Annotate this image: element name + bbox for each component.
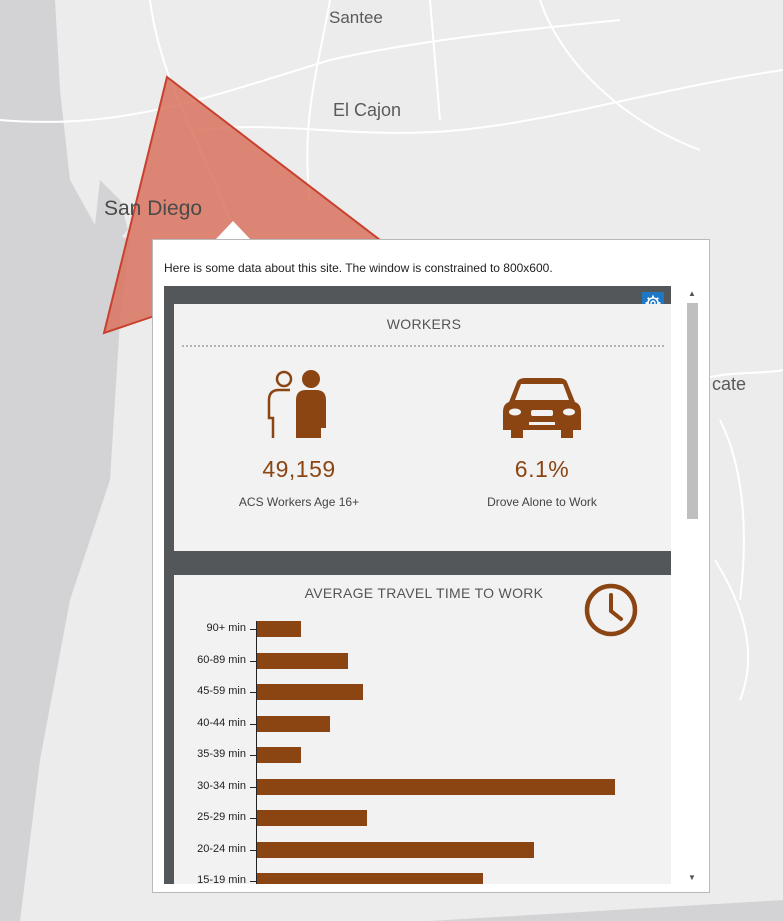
people-icon xyxy=(267,370,326,438)
popup-pointer xyxy=(215,221,251,240)
title-divider xyxy=(182,345,664,347)
bar xyxy=(257,841,535,858)
bar-label: 25-29 min xyxy=(197,811,246,823)
car-icon xyxy=(503,378,581,438)
workers-title: WORKERS xyxy=(386,316,462,332)
bar-label: 15-19 min xyxy=(197,874,246,884)
bar xyxy=(257,715,330,732)
bar xyxy=(257,652,349,669)
bar-tick xyxy=(250,849,256,851)
travel-time-chart: 90+ min 60-89 min 45-59 min 40-44 min 35-39 … xyxy=(174,575,671,884)
workers-stat: 49,159 ACS Workers Age 16+ xyxy=(204,456,394,509)
bar xyxy=(257,621,301,637)
drove-alone-label: Drove Alone to Work xyxy=(487,495,597,509)
travel-time-title: AVERAGE TRAVEL TIME TO WORK xyxy=(304,585,544,601)
bar-tick xyxy=(250,818,256,819)
workers-value: 49,159 xyxy=(262,456,336,482)
bar-label: 40-44 min xyxy=(197,716,246,729)
map-label-santee: Santee xyxy=(329,8,383,27)
drove-alone-stat: 6.1% Drove Alone to Work xyxy=(447,456,637,509)
bar-label: 35-39 min xyxy=(197,748,246,760)
chart-axis xyxy=(256,621,257,884)
bar xyxy=(257,873,484,884)
bar-tick xyxy=(250,723,256,725)
bar xyxy=(257,810,367,826)
workers-panel: WORKERS 49,159 ACS Workers Age 16+ xyxy=(174,304,671,551)
ocean xyxy=(0,0,130,921)
scroll-up-arrow[interactable]: ▲ xyxy=(688,289,696,298)
scroll-thumb[interactable] xyxy=(687,303,698,519)
bar xyxy=(257,778,615,795)
drove-alone-value: 6.1% xyxy=(514,456,570,482)
workers-label: ACS Workers Age 16+ xyxy=(238,495,360,509)
bar-tick xyxy=(250,786,256,788)
bar-label: 45-59 min xyxy=(197,685,246,697)
bar-label: 20-24 min xyxy=(197,842,246,855)
bar-tick xyxy=(250,755,256,756)
travel-time-panel: AVERAGE TRAVEL TIME TO WORK 90+ min 60-89… xyxy=(174,575,671,884)
bar-label: 30-34 min xyxy=(197,779,246,792)
bay xyxy=(95,180,128,250)
clock-icon xyxy=(584,583,638,637)
bar-tick xyxy=(250,881,256,882)
popup-description: Here is some data about this site. The w… xyxy=(164,261,553,275)
coast-south xyxy=(430,900,783,921)
popup-window[interactable]: Here is some data about this site. The w… xyxy=(152,239,710,893)
popup-scrollbar[interactable]: ▲ ▼ xyxy=(685,288,699,884)
bar-label: 90+ min xyxy=(206,622,246,634)
bar-tick xyxy=(250,692,256,693)
map-label-cate: cate xyxy=(712,374,747,394)
bar-tick xyxy=(250,629,256,630)
map-label-san-diego: San Diego xyxy=(104,197,203,220)
bar-tick xyxy=(250,660,256,662)
scroll-down-arrow[interactable]: ▼ xyxy=(688,873,696,882)
bar xyxy=(257,747,301,763)
bar xyxy=(257,684,363,700)
bar-label: 60-89 min xyxy=(197,653,246,666)
map-label-el-cajon: El Cajon xyxy=(333,100,402,120)
infographic-container[interactable]: WORKERS 49,159 ACS Workers Age 16+ xyxy=(164,286,671,884)
